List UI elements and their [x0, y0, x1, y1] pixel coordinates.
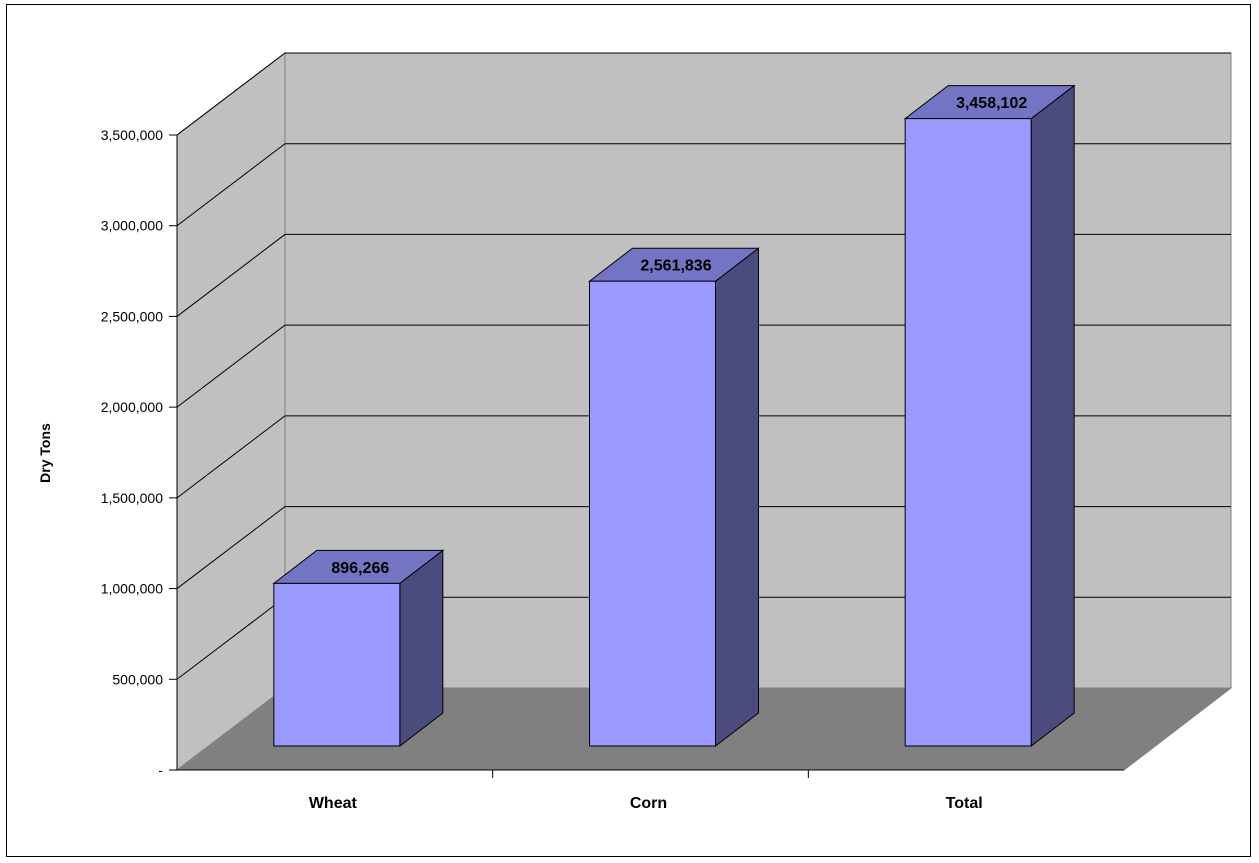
- x-tick-label: Total: [946, 795, 983, 812]
- y-tick-label: 500,000: [112, 671, 163, 687]
- bar: [589, 280, 716, 747]
- bar-side: [399, 549, 444, 748]
- x-tick-label: Corn: [630, 795, 667, 812]
- bar-side: [715, 247, 759, 748]
- x-tick-label: Wheat: [309, 795, 358, 812]
- y-tick-label: 3,500,000: [101, 127, 163, 143]
- gridline: [176, 52, 1231, 136]
- labels: - 500,000 1,000,000 1,500,000 2,000,000 2,500…: [101, 95, 1028, 812]
- y-tick-label: 1,000,000: [101, 581, 163, 597]
- y-axis-title: Dry Tons: [37, 423, 53, 483]
- y-tick-label: 2,500,000: [101, 308, 163, 324]
- y-tick-label: 1,500,000: [101, 490, 163, 506]
- bars: [272, 84, 1076, 748]
- bar: [273, 582, 401, 747]
- y-tick-label: 2,000,000: [101, 399, 163, 415]
- data-label: 896,266: [331, 560, 389, 577]
- chart-frame: [6, 4, 1251, 857]
- bar: [904, 118, 1032, 747]
- data-label: 2,561,836: [640, 258, 711, 275]
- side-wall: [176, 51, 286, 772]
- y-tick-label: -: [158, 762, 163, 778]
- axes: [169, 134, 1124, 778]
- bar-side: [1030, 84, 1075, 748]
- data-label: 3,458,102: [956, 95, 1027, 112]
- y-tick-label: 3,000,000: [101, 218, 163, 234]
